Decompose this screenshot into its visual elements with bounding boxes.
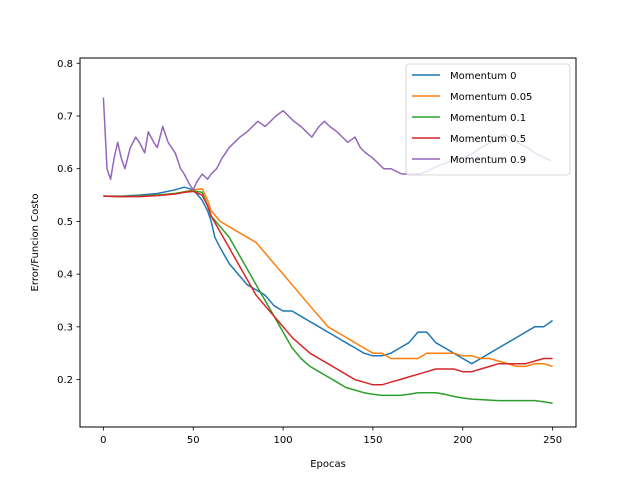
legend-label-4: Momentum 0.9 (450, 155, 526, 166)
x-axis: 0 50 100 150 200 250 (100, 427, 562, 446)
x-tick-label-2: 100 (274, 435, 293, 446)
series-line-1 (103, 187, 553, 368)
series-line-3 (103, 190, 553, 386)
y-tick-label-2: 0.4 (57, 270, 73, 281)
x-axis-label: Epocas (310, 459, 346, 470)
y-tick-label-6: 0.8 (57, 59, 73, 70)
legend-box (405, 63, 571, 176)
y-tick-label-1: 0.3 (57, 322, 73, 333)
x-tick-label-3: 150 (363, 435, 382, 446)
x-tick-label-0: 0 (100, 435, 106, 446)
legend: Momentum 0 Momentum 0.05 Momentum 0.1 Momen… (405, 63, 571, 176)
legend-label-3: Momentum 0.5 (450, 134, 526, 145)
y-tick-label-0: 0.2 (57, 375, 73, 386)
x-tick-label-4: 200 (453, 435, 472, 446)
y-tick-label-3: 0.5 (57, 217, 73, 228)
x-tick-label-5: 250 (543, 435, 562, 446)
legend-label-2: Momentum 0.1 (450, 113, 526, 124)
y-axis-label: Error/Funcion Costo (30, 194, 41, 292)
legend-label-1: Momentum 0.05 (450, 92, 532, 103)
y-tick-label-5: 0.7 (57, 111, 73, 122)
legend-label-0: Momentum 0 (450, 71, 517, 82)
series-group (102, 97, 554, 405)
plot-frame (79, 57, 577, 428)
y-tick-label-4: 0.6 (57, 164, 73, 175)
x-tick-label-1: 50 (187, 435, 200, 446)
y-axis: 0.2 0.3 0.4 0.5 0.6 0.7 0.8 (57, 59, 80, 386)
